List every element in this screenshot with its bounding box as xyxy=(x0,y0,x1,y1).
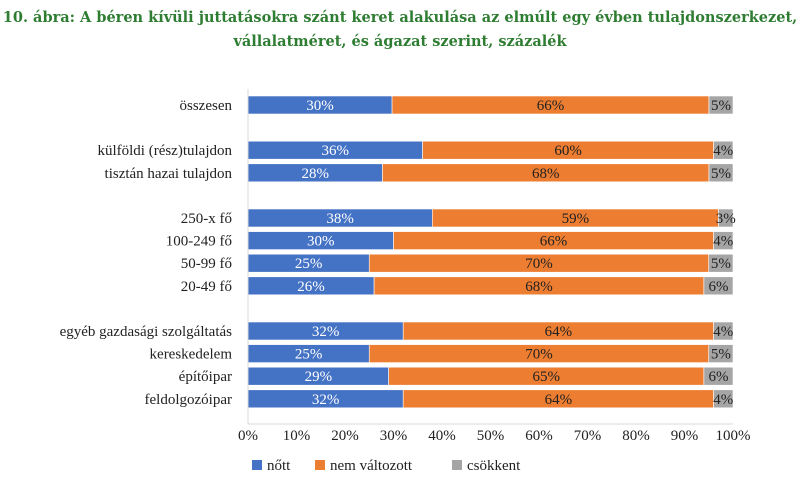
x-tick-label: 90% xyxy=(671,428,699,444)
data-label-cs-kkent: 5% xyxy=(711,256,731,272)
bar-segment-cs-kkent xyxy=(708,163,734,183)
data-label-nem-v-ltozott: 66% xyxy=(537,98,565,114)
bar-row-10: építőipar 29% 65% 6% xyxy=(179,366,734,386)
category-label: feldolgozóipar xyxy=(145,392,232,408)
data-label-cs-kkent: 5% xyxy=(711,347,731,363)
data-label-cs-kkent: 5% xyxy=(711,166,731,182)
data-label-nem-v-ltozott: 60% xyxy=(554,143,582,159)
legend-swatch xyxy=(252,460,262,470)
data-label-nem-v-ltozott: 68% xyxy=(525,279,553,295)
x-tick-label: 50% xyxy=(477,428,505,444)
bar-segment-cs-kkent xyxy=(713,321,734,341)
legend-label: nőtt xyxy=(267,458,291,474)
x-tick-label: 10% xyxy=(283,428,311,444)
data-label-cs-kkent: 4% xyxy=(713,143,733,159)
legend-label: nem változott xyxy=(330,458,413,474)
data-label-n-tt: 26% xyxy=(297,279,325,295)
legend-item-n-tt: nőtt xyxy=(252,458,291,474)
x-tick-label: 100% xyxy=(716,428,751,444)
bar-row-2: külföldi (rész)tulajdon 36% 60% 4% xyxy=(97,140,734,160)
legend: nőtt nem változott csökkent xyxy=(252,458,521,474)
category-label: 50-99 fő xyxy=(181,256,232,272)
category-label: 250-x fő xyxy=(181,211,232,227)
x-tick-label: 70% xyxy=(574,428,602,444)
legend-swatch xyxy=(315,460,325,470)
bar-row-11: feldolgozóipar 32% 64% 4% xyxy=(145,389,734,409)
category-label: tisztán hazai tulajdon xyxy=(105,166,233,182)
data-label-cs-kkent: 5% xyxy=(711,98,731,114)
category-label: 20-49 fő xyxy=(181,279,232,295)
category-label: kereskedelem xyxy=(150,347,233,363)
data-label-nem-v-ltozott: 65% xyxy=(533,369,561,385)
x-tick-label: 30% xyxy=(380,428,408,444)
bar-segment-cs-kkent xyxy=(703,366,734,386)
bar-row-5: 100-249 fő 30% 66% 4% xyxy=(166,231,734,250)
bar-segment-cs-kkent xyxy=(703,276,734,296)
data-label-cs-kkent: 3% xyxy=(716,211,736,227)
x-tick-label: 20% xyxy=(331,428,359,444)
data-label-cs-kkent: 4% xyxy=(713,234,733,250)
data-label-n-tt: 30% xyxy=(307,234,335,250)
category-label: egyéb gazdasági szolgáltatás xyxy=(60,324,233,340)
data-label-nem-v-ltozott: 59% xyxy=(562,211,590,227)
data-label-nem-v-ltozott: 64% xyxy=(545,392,573,408)
legend-item-nem-v-ltozott: nem változott xyxy=(315,458,413,474)
bar-segment-cs-kkent xyxy=(713,140,734,160)
data-label-n-tt: 29% xyxy=(305,369,333,385)
data-label-cs-kkent: 6% xyxy=(708,369,728,385)
bar-row-9: kereskedelem 25% 70% 5% xyxy=(150,344,734,363)
data-label-n-tt: 25% xyxy=(295,256,323,272)
data-label-nem-v-ltozott: 70% xyxy=(525,256,553,272)
bar-row-4: 250-x fő 38% 59% 3% xyxy=(181,208,736,228)
data-label-n-tt: 38% xyxy=(326,211,354,227)
bar-segment-cs-kkent xyxy=(713,231,734,250)
data-label-n-tt: 32% xyxy=(312,324,340,340)
bars-layer: összesen 30% 66% 5% külföldi (rész)tulajdon 3… xyxy=(60,95,736,409)
x-tick-label: 0% xyxy=(238,428,258,444)
data-label-n-tt: 28% xyxy=(301,166,329,182)
data-label-n-tt: 36% xyxy=(322,143,350,159)
bar-row-3: tisztán hazai tulajdon 28% 68% 5% xyxy=(105,163,734,183)
chart-title: 10. ábra: A béren kívüli juttatásokra sz… xyxy=(0,6,800,54)
data-label-nem-v-ltozott: 70% xyxy=(525,347,553,363)
data-label-n-tt: 30% xyxy=(306,98,334,114)
bar-segment-cs-kkent xyxy=(708,253,734,273)
data-label-nem-v-ltozott: 68% xyxy=(532,166,560,182)
category-label: külföldi (rész)tulajdon xyxy=(97,143,232,159)
data-label-n-tt: 25% xyxy=(295,347,323,363)
category-label: 100-249 fő xyxy=(166,234,232,250)
legend-swatch xyxy=(452,460,462,470)
data-label-cs-kkent: 6% xyxy=(708,279,728,295)
data-label-n-tt: 32% xyxy=(312,392,340,408)
bar-segment-cs-kkent xyxy=(718,208,734,228)
bar-segment-cs-kkent xyxy=(713,389,734,409)
chart-title-line-2: vállalatméret, és ágazat szerint, százal… xyxy=(233,33,567,50)
x-tick-label: 40% xyxy=(428,428,456,444)
data-label-cs-kkent: 4% xyxy=(713,392,733,408)
bar-row-7: 20-49 fő 26% 68% 6% xyxy=(181,276,734,296)
chart-title-line-1: 10. ábra: A béren kívüli juttatásokra sz… xyxy=(2,9,798,26)
x-tick-label: 60% xyxy=(525,428,553,444)
bar-segment-cs-kkent xyxy=(708,344,734,363)
bar-row-6: 50-99 fő 25% 70% 5% xyxy=(181,253,734,273)
category-label: építőipar xyxy=(179,369,232,385)
bar-row-8: egyéb gazdasági szolgáltatás 32% 64% 4% xyxy=(60,321,734,341)
axis-layer: 0% 10% 20% 30% 40% 50% 60% 70% 80% 90% 100% xyxy=(238,89,751,444)
data-label-cs-kkent: 4% xyxy=(713,324,733,340)
bar-row-1: összesen 30% 66% 5% xyxy=(180,95,734,115)
data-label-nem-v-ltozott: 66% xyxy=(540,234,568,250)
legend-label: csökkent xyxy=(467,458,521,474)
data-label-nem-v-ltozott: 64% xyxy=(545,324,573,340)
x-tick-label: 80% xyxy=(622,428,650,444)
legend-item-cs-kkent: csökkent xyxy=(452,458,521,474)
category-label: összesen xyxy=(180,98,233,114)
bar-segment-cs-kkent xyxy=(708,95,734,115)
